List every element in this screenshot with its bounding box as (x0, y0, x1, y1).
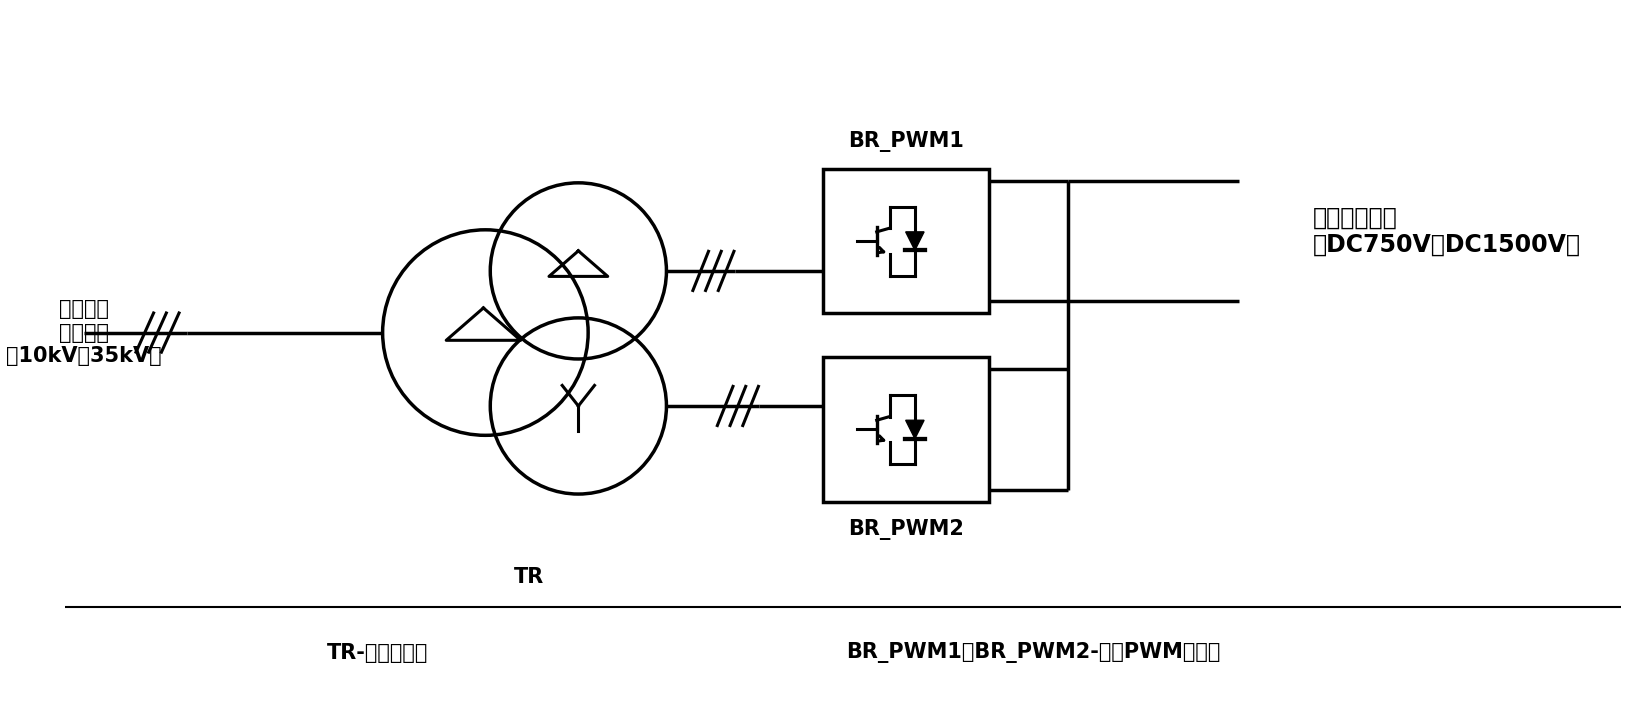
Text: 中压交流
输入电压
（10kV或35kV）: 中压交流 输入电压 （10kV或35kV） (7, 300, 162, 366)
Text: TR: TR (515, 567, 545, 587)
Bar (824, 169, 989, 313)
Polygon shape (906, 420, 925, 439)
Bar (824, 357, 989, 502)
Polygon shape (906, 232, 925, 250)
Text: BR_PWM1、BR_PWM2-三相PWM整流器: BR_PWM1、BR_PWM2-三相PWM整流器 (847, 642, 1220, 663)
Text: 直流输出电压
（DC750V或DC1500V）: 直流输出电压 （DC750V或DC1500V） (1313, 205, 1580, 257)
Text: BR_PWM2: BR_PWM2 (849, 519, 964, 540)
Text: BR_PWM1: BR_PWM1 (849, 131, 964, 152)
Text: TR-整流变压器: TR-整流变压器 (327, 642, 428, 663)
